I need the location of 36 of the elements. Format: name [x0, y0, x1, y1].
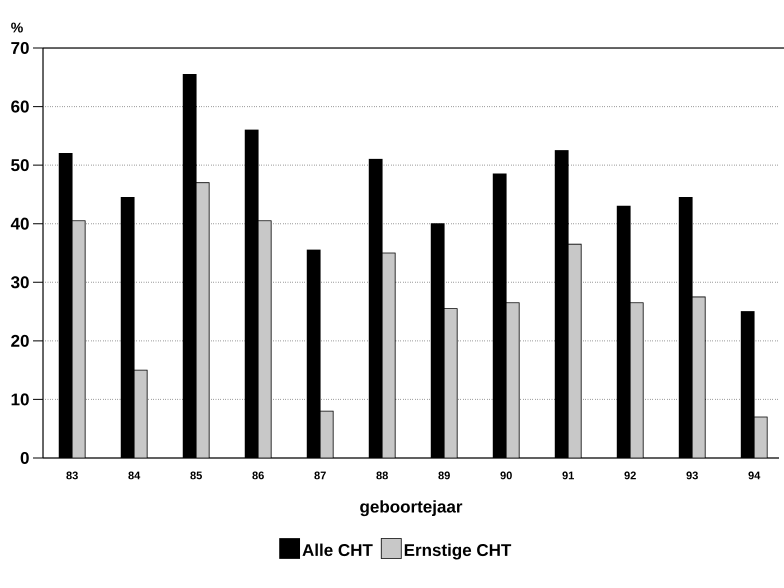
y-axis-title: %: [11, 22, 23, 32]
y-tick-label: 0: [20, 452, 29, 464]
bar: [72, 220, 86, 458]
x-tick-label: 91: [562, 472, 574, 480]
legend-label: Alle CHT: [302, 544, 373, 556]
x-tick-label: 88: [376, 472, 388, 480]
x-tick-label: 84: [128, 472, 140, 480]
x-tick-label: 86: [252, 472, 264, 480]
bar: [568, 244, 582, 458]
bar: [630, 302, 644, 458]
y-tick-label: 50: [11, 159, 29, 172]
bar: [444, 308, 458, 458]
y-tick-label: 60: [11, 100, 29, 113]
bar: [754, 416, 768, 458]
y-tick-label: 20: [11, 334, 29, 347]
bar: [382, 252, 396, 458]
x-tick-label: 92: [624, 472, 636, 480]
x-tick-label: 90: [500, 472, 512, 480]
x-tick-label: 93: [686, 472, 698, 480]
bar: [506, 302, 520, 458]
bar: [134, 370, 148, 458]
x-tick-label: 89: [438, 472, 450, 480]
x-axis-title: geboortejaar: [360, 500, 462, 516]
y-tick-label: 30: [10, 276, 29, 288]
bar: [258, 220, 272, 458]
x-tick-label: 87: [314, 472, 326, 480]
bar: [196, 182, 210, 458]
y-tick-label: 70: [11, 42, 29, 54]
x-tick-label: 85: [190, 472, 202, 480]
legend-label: Ernstige CHT: [404, 544, 512, 560]
bar: [320, 410, 334, 458]
y-tick-label: 10: [12, 393, 29, 406]
x-tick-label: 94: [748, 472, 760, 480]
y-tick-label: 40: [10, 218, 29, 230]
x-tick-label: 83: [66, 472, 78, 480]
bar: [692, 296, 706, 458]
